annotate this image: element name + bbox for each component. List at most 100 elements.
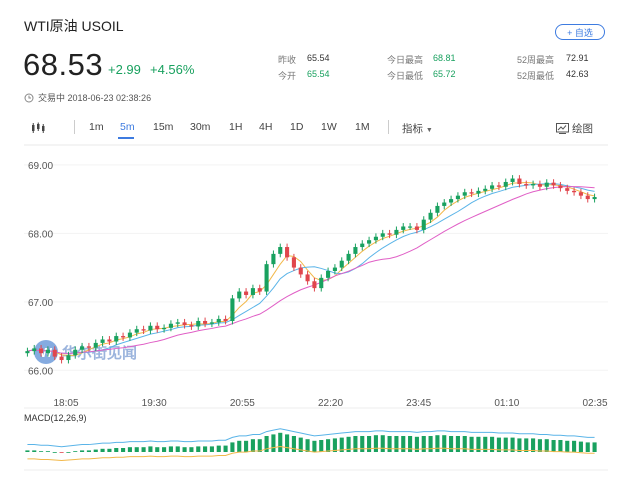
candlestick-type-icon[interactable]	[30, 121, 46, 139]
macd-bar	[52, 452, 57, 453]
macd-bar	[271, 434, 276, 452]
macd-bar	[373, 435, 378, 452]
macd-bar	[175, 446, 180, 452]
macd-bar	[298, 437, 303, 452]
day-high-value: 68.81	[433, 53, 456, 63]
x-tick-label: 19:30	[142, 398, 167, 409]
y-tick-label: 69.00	[28, 161, 53, 172]
candle-body	[435, 205, 440, 213]
macd-bar	[25, 450, 30, 452]
candle-body	[332, 267, 337, 271]
draw-label: 绘图	[572, 123, 593, 135]
candle-body	[449, 199, 454, 203]
macd-bar	[496, 437, 501, 452]
macd-bar	[257, 439, 262, 452]
macd-dea-line	[27, 446, 595, 462]
candle-body	[59, 356, 64, 361]
candle-body	[114, 336, 119, 342]
candle-body	[271, 253, 276, 265]
interval-1h[interactable]: 1H	[229, 121, 243, 133]
macd-bar	[435, 435, 440, 452]
macd-bar	[353, 436, 358, 452]
candle-body	[367, 240, 372, 244]
candle-body	[168, 323, 173, 328]
candle-body	[230, 298, 235, 321]
macd-bar	[421, 436, 426, 452]
day-high-label: 今日最高	[387, 55, 424, 65]
candle-body	[134, 329, 139, 333]
interval-5m[interactable]: 5m	[120, 121, 135, 133]
candle-body	[401, 226, 406, 230]
candle-body	[73, 349, 78, 356]
candle-body	[209, 322, 214, 324]
macd-bar	[100, 448, 105, 452]
candle-body	[305, 274, 310, 282]
candle-body	[66, 355, 71, 361]
macd-bar	[114, 448, 119, 452]
interval-1m[interactable]: 1m	[89, 121, 104, 133]
macd-bar	[455, 436, 460, 452]
macd-bar	[414, 436, 419, 452]
clock-icon	[24, 93, 34, 102]
macd-bar	[278, 432, 283, 452]
open-label: 今开	[278, 71, 297, 81]
macd-bar	[339, 437, 344, 452]
toolbar-divider	[74, 120, 75, 134]
interval-1mo[interactable]: 1M	[355, 121, 370, 133]
candle-body	[442, 202, 447, 206]
candle-body	[476, 190, 481, 194]
candle-body	[189, 325, 194, 327]
candle-body	[551, 182, 556, 186]
x-tick-label: 02:35	[582, 398, 607, 409]
macd-bar	[585, 442, 590, 452]
candle-body	[141, 329, 146, 331]
macd-bar	[476, 436, 481, 452]
candle-body	[524, 184, 529, 186]
candle-body	[107, 339, 112, 342]
macd-bar	[244, 440, 249, 452]
interval-4h[interactable]: 4H	[259, 121, 273, 133]
interval-1d[interactable]: 1D	[290, 121, 304, 133]
macd-bar	[93, 449, 98, 452]
candle-body	[510, 178, 515, 182]
candle-body	[592, 197, 597, 200]
candle-body	[585, 195, 590, 200]
macd-bar	[462, 436, 467, 452]
candle-body	[428, 212, 433, 220]
indicators-dropdown[interactable]: 指标 ▼	[402, 121, 433, 136]
candle-body	[421, 219, 426, 230]
macd-bar	[127, 447, 132, 452]
macd-bar	[312, 440, 317, 452]
candle-body	[339, 260, 344, 268]
open-value: 65.54	[307, 69, 330, 79]
macd-bar	[250, 439, 255, 452]
draw-tool-button[interactable]: 绘图	[556, 121, 593, 136]
macd-bar	[394, 436, 399, 452]
macd-bar	[565, 440, 570, 452]
interval-1w[interactable]: 1W	[321, 121, 337, 133]
macd-bar	[216, 445, 221, 452]
macd-bar	[134, 447, 139, 452]
add-watchlist-button[interactable]: + 自选	[555, 24, 605, 40]
candle-body	[408, 226, 413, 228]
candle-body	[175, 322, 180, 324]
macd-bar	[551, 440, 556, 452]
price-change: +2.99	[108, 62, 141, 77]
candle-body	[298, 267, 303, 275]
macd-bar	[264, 436, 269, 452]
candle-body	[93, 342, 98, 348]
macd-bar	[332, 438, 337, 452]
candle-body	[100, 339, 105, 343]
macd-bar	[203, 446, 208, 452]
candle-body	[203, 320, 208, 324]
trading-status: 交易中 2018-06-23 02:38:26	[24, 91, 151, 104]
w52-low-value: 42.63	[566, 69, 589, 79]
macd-bar	[189, 447, 194, 452]
interval-30m[interactable]: 30m	[190, 121, 211, 133]
w52-low-label: 52周最低	[517, 71, 555, 81]
candle-body	[291, 257, 296, 268]
day-low-label: 今日最低	[387, 71, 424, 81]
ma-short-line	[27, 181, 595, 356]
interval-15m[interactable]: 15m	[153, 121, 174, 133]
